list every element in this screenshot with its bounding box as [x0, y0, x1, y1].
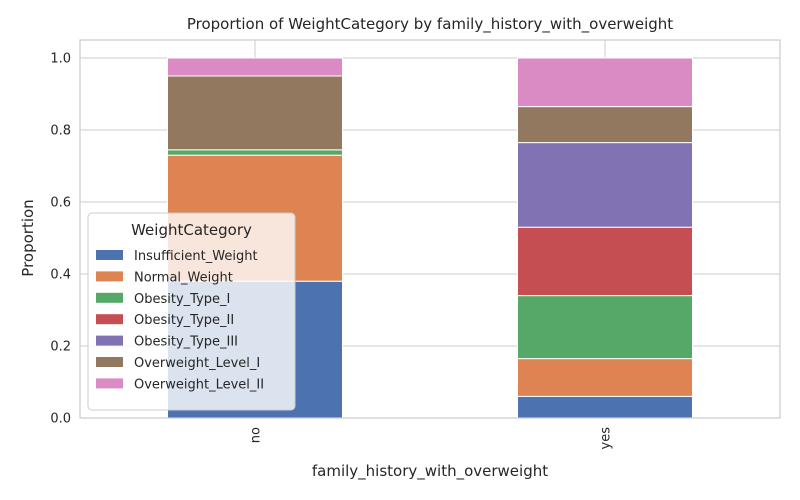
legend-label: Overweight_Level_I: [134, 356, 260, 371]
bar-segment: [517, 358, 693, 397]
y-tick-label: 0.2: [50, 340, 71, 355]
legend-swatch: [96, 292, 123, 303]
legend-label: Obesity_Type_III: [134, 335, 238, 350]
x-axis-title: family_history_with_overweight: [312, 462, 548, 481]
y-tick-label: 0.6: [50, 196, 71, 211]
legend-swatch: [96, 335, 123, 346]
bar-segment: [167, 149, 343, 156]
legend-title: WeightCategory: [131, 221, 252, 239]
legend-label: Obesity_Type_II: [134, 313, 234, 328]
legend-label: Normal_Weight: [134, 270, 233, 285]
bar-segment: [517, 57, 693, 108]
y-tick-label: 0.8: [50, 124, 71, 139]
legend-label: Obesity_Type_I: [134, 292, 230, 307]
y-tick-label: 0.0: [50, 412, 71, 427]
bar-segment: [517, 106, 693, 144]
legend-swatch: [96, 357, 123, 367]
bar-segment: [517, 226, 693, 297]
bar-segment: [517, 295, 693, 360]
chart-title: Proportion of WeightCategory by family_h…: [187, 15, 673, 34]
y-tick-label: 0.4: [50, 268, 71, 283]
x-tick-label: yes: [599, 427, 614, 450]
bar-segment: [167, 57, 343, 77]
y-ticks: 0.0 0.2 0.4 0.6 0.8 1.0: [50, 52, 71, 427]
legend-swatch: [96, 271, 123, 282]
y-axis-title: Proportion: [19, 199, 37, 276]
legend: WeightCategory Insufficient_Weight Normal_…: [87, 212, 296, 411]
legend-label: Overweight_Level_II: [134, 377, 264, 392]
bar-segment: [517, 395, 693, 419]
legend-box: [87, 212, 296, 411]
legend-swatch: [96, 250, 123, 260]
y-tick-label: 1.0: [50, 52, 71, 67]
x-tick-label: no: [249, 427, 264, 443]
legend-swatch: [96, 314, 123, 325]
legend-label: Insufficient_Weight: [134, 249, 258, 264]
legend-swatch: [96, 378, 123, 389]
bar-segment: [167, 75, 343, 151]
plot-frame: [79, 39, 781, 419]
x-ticks: no yes: [249, 427, 614, 450]
bar-segment: [517, 142, 693, 228]
